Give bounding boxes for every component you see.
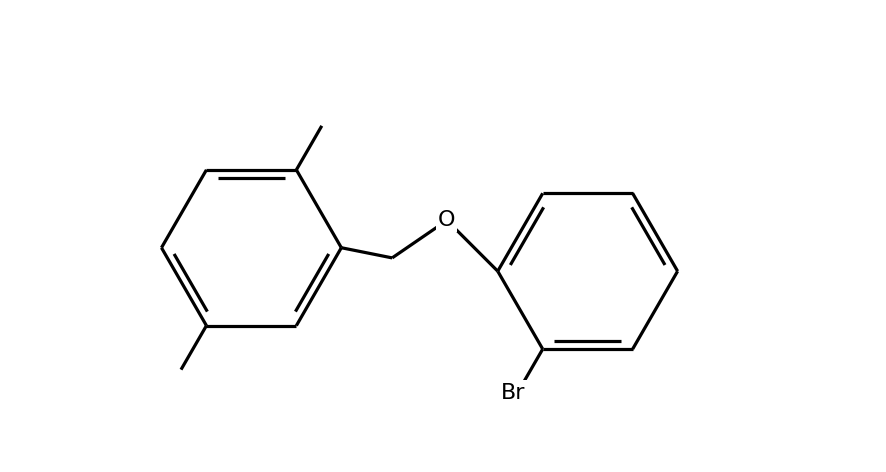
Text: O: O (439, 211, 455, 230)
Text: Br: Br (501, 383, 525, 403)
